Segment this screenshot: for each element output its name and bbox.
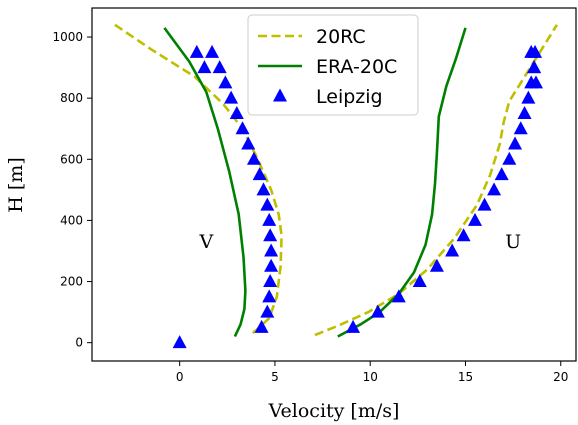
leipzig-point — [264, 243, 279, 257]
leipzig-point — [212, 60, 227, 74]
leipzig-point — [189, 44, 204, 58]
leipzig-point — [252, 167, 267, 181]
legend-label: ERA-20C — [316, 56, 397, 78]
legend-box — [247, 14, 419, 116]
leipzig-point — [260, 197, 275, 211]
leipzig-point — [468, 212, 483, 226]
y-tick-label: 200 — [60, 275, 83, 289]
plot-frame — [91, 7, 577, 362]
series-era20c-line — [163, 27, 247, 338]
leipzig-point — [445, 243, 460, 257]
y-tick-label: 1000 — [52, 30, 83, 44]
leipzig-point — [235, 121, 250, 135]
annotation-label: U — [505, 231, 521, 253]
leipzig-point — [527, 60, 542, 74]
leipzig-point — [263, 228, 278, 242]
leipzig-point — [524, 44, 539, 58]
y-tick-label: 400 — [60, 213, 83, 227]
leipzig-point — [205, 44, 220, 58]
leipzig-point — [412, 274, 427, 288]
leipzig-point — [477, 197, 492, 211]
leipzig-point — [502, 151, 517, 165]
leipzig-point — [521, 90, 536, 104]
y-tick-label: 800 — [60, 91, 83, 105]
leipzig-point — [229, 105, 244, 119]
legend-label: Leipzig — [316, 86, 383, 108]
y-axis-label: H [m] — [5, 157, 27, 212]
annotation-label: V — [198, 231, 213, 253]
leipzig-point — [513, 121, 528, 135]
plot-markers — [172, 44, 543, 349]
y-tick-label: 0 — [75, 336, 83, 350]
legend: 20RC ERA-20C Leipzig — [247, 14, 419, 116]
leipzig-point — [262, 289, 277, 303]
leipzig-point — [256, 182, 271, 196]
leipzig-point — [224, 90, 239, 104]
legend-marker-leipzig — [273, 88, 287, 102]
leipzig-point — [172, 335, 187, 349]
x-axis-label: Velocity [m/s] — [268, 400, 400, 422]
leipzig-point — [260, 304, 275, 318]
leipzig-point — [487, 182, 502, 196]
legend-label: 20RC — [316, 26, 366, 48]
leipzig-point — [218, 75, 233, 89]
leipzig-point — [429, 258, 444, 272]
leipzig-point — [391, 289, 406, 303]
leipzig-point — [494, 167, 509, 181]
x-tick-label: 5 — [271, 370, 279, 384]
leipzig-point — [241, 136, 256, 150]
leipzig-point — [262, 212, 277, 226]
leipzig-point — [456, 228, 471, 242]
leipzig-point — [517, 105, 532, 119]
x-tick-label: 0 — [176, 370, 184, 384]
x-tick-label: 20 — [553, 370, 568, 384]
y-axis: 0 200 400 600 800 1000 — [52, 30, 92, 350]
x-tick-label: 10 — [363, 370, 378, 384]
leipzig-point — [246, 151, 261, 165]
x-tick-label: 15 — [458, 370, 473, 384]
y-tick-label: 600 — [60, 152, 83, 166]
leipzig-point — [528, 75, 543, 89]
leipzig-point — [254, 319, 269, 333]
leipzig-point — [508, 136, 523, 150]
x-axis: 0 5 10 15 20 — [176, 361, 568, 384]
leipzig-point — [264, 258, 279, 272]
leipzig-point — [197, 60, 212, 74]
leipzig-point — [370, 304, 385, 318]
leipzig-point — [346, 319, 361, 333]
leipzig-point — [263, 274, 278, 288]
